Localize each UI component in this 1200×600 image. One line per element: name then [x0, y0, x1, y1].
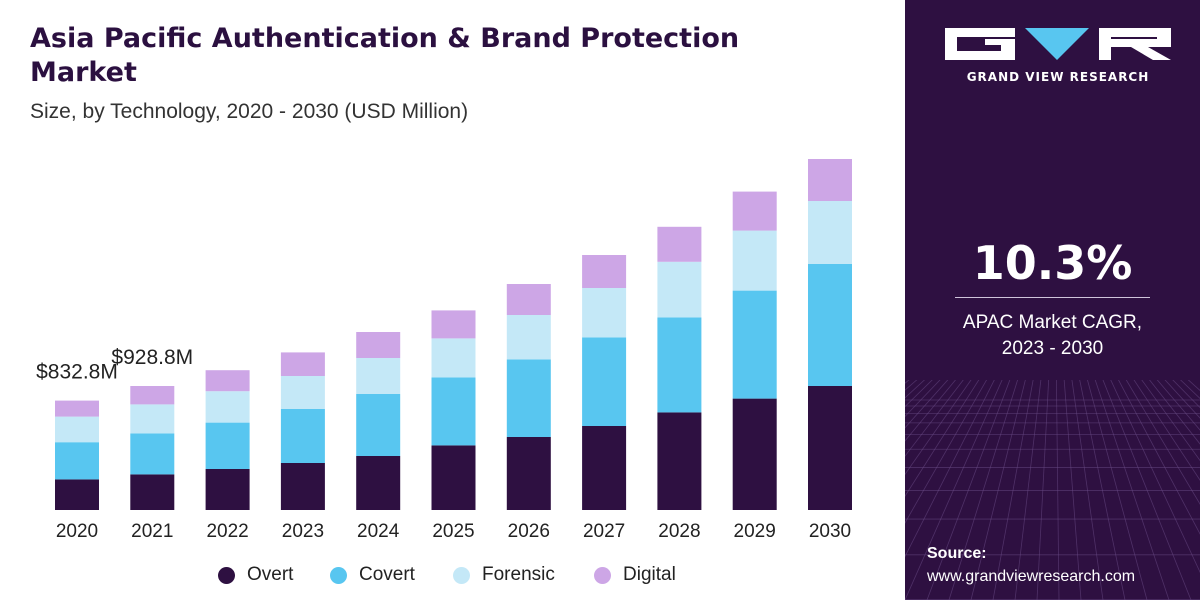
legend-swatch-digital: [594, 566, 611, 584]
bar-digital-2029: [732, 191, 777, 231]
bar-covert-2029: [732, 290, 777, 399]
bar-forensic-2024: [356, 358, 401, 394]
bar-forensic-2026: [506, 315, 551, 360]
cagr-divider: [955, 297, 1150, 298]
bar-covert-2024: [356, 394, 401, 456]
bar-forensic-2028: [657, 261, 702, 318]
cagr-label-line-2: 2023 - 2030: [1001, 338, 1104, 359]
bar-digital-2026: [506, 284, 551, 315]
source-title: Source:: [927, 545, 987, 562]
info-sidebar: GRAND VIEW RESEARCH 10.3% APAC Market CA…: [905, 0, 1200, 600]
bar-overt-2030: [808, 386, 852, 510]
x-tick-label-2028: 2028: [658, 521, 700, 542]
bar-digital-2022: [205, 370, 250, 392]
bar-digital-2030: [808, 159, 852, 201]
data-label-2021: $928.8M: [111, 346, 193, 369]
legend-item-digital: Digital: [594, 560, 676, 590]
data-label-2020: $832.8M: [36, 361, 118, 384]
bar-forensic-2025: [431, 338, 476, 378]
bar-overt-2024: [356, 456, 401, 510]
bar-forensic-2029: [732, 230, 777, 291]
legend-label-covert: Covert: [359, 564, 415, 585]
bar-covert-2020: [55, 442, 99, 480]
legend-item-overt: Overt: [218, 560, 293, 590]
bar-overt-2026: [506, 437, 551, 510]
source-url[interactable]: www.grandviewresearch.com: [927, 568, 1136, 585]
bar-digital-2023: [280, 352, 325, 376]
stacked-bar-chart: 2020 $832.8M 2021 $928.8M 2022 2023 2024 2025 20…: [36, 159, 852, 542]
bar-covert-2026: [506, 359, 551, 437]
legend-swatch-overt: [218, 566, 235, 584]
bar-overt-2020: [55, 479, 99, 510]
bar-covert-2028: [657, 317, 702, 413]
x-tick-label-2025: 2025: [432, 521, 474, 542]
bar-forensic-2020: [55, 416, 99, 443]
cagr-label: APAC Market CAGR, 2023 - 2030: [905, 310, 1200, 362]
bar-covert-2027: [582, 337, 627, 426]
bar-digital-2027: [582, 255, 627, 288]
x-tick-label-2024: 2024: [357, 521, 400, 542]
bar-forensic-2023: [280, 376, 325, 409]
bar-covert-2030: [808, 264, 852, 386]
brand-name: GRAND VIEW RESEARCH: [966, 70, 1150, 84]
x-tick-label-2020: 2020: [56, 521, 98, 542]
bar-overt-2021: [130, 474, 175, 510]
bar-overt-2028: [657, 412, 702, 510]
legend-label-forensic: Forensic: [482, 564, 555, 585]
legend-label-overt: Overt: [247, 564, 294, 585]
bar-digital-2021: [130, 386, 175, 405]
x-tick-label-2029: 2029: [734, 521, 776, 542]
chart-panel: Asia Pacific Authentication & Brand Prot…: [0, 23, 905, 590]
bar-overt-2022: [205, 469, 250, 510]
bar-digital-2020: [55, 400, 99, 417]
x-tick-label-2030: 2030: [809, 521, 851, 542]
bar-digital-2024: [356, 332, 401, 358]
legend-item-forensic: Forensic: [453, 560, 555, 590]
bar-covert-2025: [431, 377, 476, 446]
bar-forensic-2027: [582, 288, 627, 338]
cagr-label-line-1: APAC Market CAGR,: [962, 312, 1143, 333]
gvr-logo-icon: [945, 28, 1171, 60]
bar-covert-2021: [130, 433, 175, 475]
legend-item-covert: Covert: [330, 560, 415, 590]
bar-overt-2027: [582, 426, 627, 510]
chart-subtitle: Size, by Technology, 2020 - 2030 (USD Mi…: [30, 100, 469, 123]
bar-digital-2028: [657, 226, 702, 262]
decorative-grid-graphic: [905, 380, 1200, 600]
legend-label-digital: Digital: [623, 564, 676, 585]
legend-swatch-covert: [330, 566, 347, 584]
bar-forensic-2021: [130, 404, 175, 434]
legend-swatch-forensic: [453, 566, 470, 584]
bar-forensic-2022: [205, 391, 250, 423]
bar-digital-2025: [431, 310, 476, 339]
bar-covert-2023: [280, 409, 325, 463]
x-tick-label-2026: 2026: [508, 521, 550, 542]
page-title: Asia Pacific Authentication & Brand Prot…: [30, 23, 740, 88]
x-tick-label-2027: 2027: [583, 521, 625, 542]
x-tick-label-2022: 2022: [206, 521, 248, 542]
bar-covert-2022: [205, 422, 250, 469]
chart-legend: Overt Covert Forensic Digital: [0, 560, 905, 590]
bar-overt-2025: [431, 445, 476, 510]
cagr-value: 10.3%: [972, 236, 1133, 290]
x-tick-label-2023: 2023: [282, 521, 324, 542]
bar-overt-2029: [732, 398, 777, 510]
bar-forensic-2030: [808, 201, 852, 264]
x-tick-label-2021: 2021: [131, 521, 173, 542]
bar-overt-2023: [280, 463, 325, 510]
